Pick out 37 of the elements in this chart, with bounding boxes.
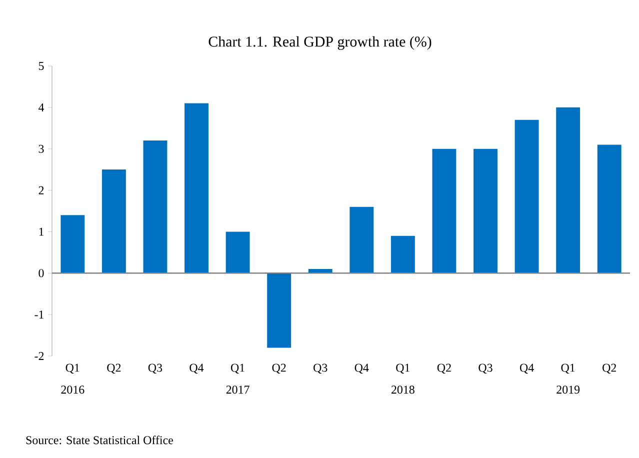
x-tick-label: Q2 [602, 364, 616, 374]
x-tick-label: Q1 2019 [556, 364, 580, 394]
y-tick-label: -1 [34, 310, 44, 319]
source-note: Source: State Statistical Office [26, 436, 173, 444]
y-tick-label: 2 [38, 186, 44, 194]
x-tick-label: Q1 2017 [226, 364, 250, 394]
x-tick-label: Q3 [148, 364, 162, 374]
y-tick-label: 4 [38, 103, 44, 112]
bar [102, 170, 126, 274]
bar [226, 232, 250, 274]
x-tick-label: Q4 [354, 364, 369, 374]
x-tick-label: Q1 2018 [392, 364, 414, 394]
bar [350, 206, 374, 274]
y-tick-label: 1 [39, 228, 44, 236]
y-tick-label: 3 [38, 144, 44, 153]
x-tick-label: Q2 [272, 364, 286, 374]
x-tick-label: Q2 [107, 364, 121, 374]
y-tick-label: -2 [34, 352, 44, 360]
bar [514, 120, 539, 274]
bar [390, 236, 415, 274]
bar [597, 144, 622, 274]
bar [474, 148, 498, 274]
bar [143, 140, 168, 274]
y-tick-label: 0 [38, 269, 44, 278]
x-tick-label: Q3 [478, 364, 492, 374]
x-tick-label: Q4 [520, 364, 534, 374]
bar [184, 103, 208, 274]
y-tick-label: 5 [38, 62, 44, 70]
chart-title: Chart 1.1. Real GDP growth rate (%) [208, 36, 432, 50]
x-tick-label: Q4 [190, 364, 204, 374]
x-tick-label: Q1 2016 [61, 364, 84, 394]
bar [556, 107, 580, 274]
bar [60, 215, 85, 274]
bar [267, 273, 292, 348]
x-tick-label: Q3 [314, 364, 328, 374]
x-tick-label: Q2 [437, 364, 451, 374]
bar [432, 148, 456, 274]
